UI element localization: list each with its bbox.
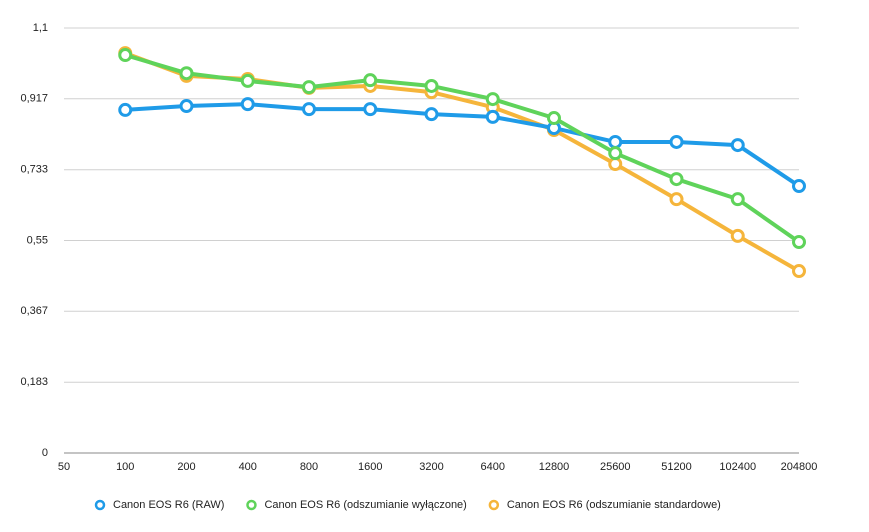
point [608, 134, 623, 149]
legend-marker [488, 499, 500, 511]
point [730, 192, 745, 207]
x-tick-label: 25600 [600, 461, 631, 473]
x-tick-label: 51200 [661, 461, 692, 473]
y-tick-label: 0,55 [27, 234, 48, 246]
legend-label: Canon EOS R6 (RAW) [113, 499, 224, 511]
y-tick-label: 0,183 [20, 376, 48, 388]
legend-marker [94, 499, 106, 511]
line [125, 102, 801, 188]
x-tick-label: 400 [239, 461, 257, 473]
x-tick-label: 200 [177, 461, 195, 473]
x-tick-label: 1600 [358, 461, 382, 473]
point [669, 192, 684, 207]
point [730, 138, 745, 153]
x-tick-label: 6400 [481, 461, 505, 473]
point [792, 264, 806, 279]
x-tick-label: 100 [116, 461, 134, 473]
point [179, 66, 194, 81]
y-tick-label: 0,917 [20, 93, 48, 105]
point [363, 102, 378, 117]
point [669, 172, 684, 187]
y-tick-label: 0,733 [20, 164, 48, 176]
line [124, 53, 801, 244]
point [485, 92, 500, 107]
series [118, 46, 806, 279]
x-tick-label: 50 [58, 461, 70, 473]
series [118, 48, 806, 250]
point [302, 80, 316, 95]
point [792, 235, 806, 250]
y-tick-label: 0,367 [20, 305, 48, 317]
series [118, 97, 806, 194]
x-tick-label: 102400 [719, 461, 756, 473]
point [485, 109, 500, 124]
point [118, 102, 133, 117]
point [608, 146, 623, 161]
point [240, 97, 255, 112]
legend-label: Canon EOS R6 (odszumianie standardowe) [507, 499, 721, 511]
point [730, 228, 745, 243]
point [302, 102, 316, 117]
point [118, 48, 133, 63]
point [669, 134, 684, 149]
y-tick-label: 1,1 [33, 22, 48, 34]
legend-marker [246, 499, 257, 511]
line [124, 51, 800, 273]
x-tick-label: 12800 [539, 461, 570, 473]
point [240, 73, 255, 88]
legend-label: Canon EOS R6 (odszumianie wyłączone) [264, 499, 466, 511]
x-tick-label: 204800 [781, 461, 818, 473]
point [179, 99, 194, 114]
x-tick-label: 3200 [419, 461, 443, 473]
point [363, 73, 378, 88]
y-tick-label: 0 [42, 447, 48, 459]
point [424, 78, 439, 93]
point [424, 107, 439, 122]
point [547, 111, 561, 126]
x-tick-label: 800 [300, 461, 318, 473]
point [792, 179, 806, 194]
